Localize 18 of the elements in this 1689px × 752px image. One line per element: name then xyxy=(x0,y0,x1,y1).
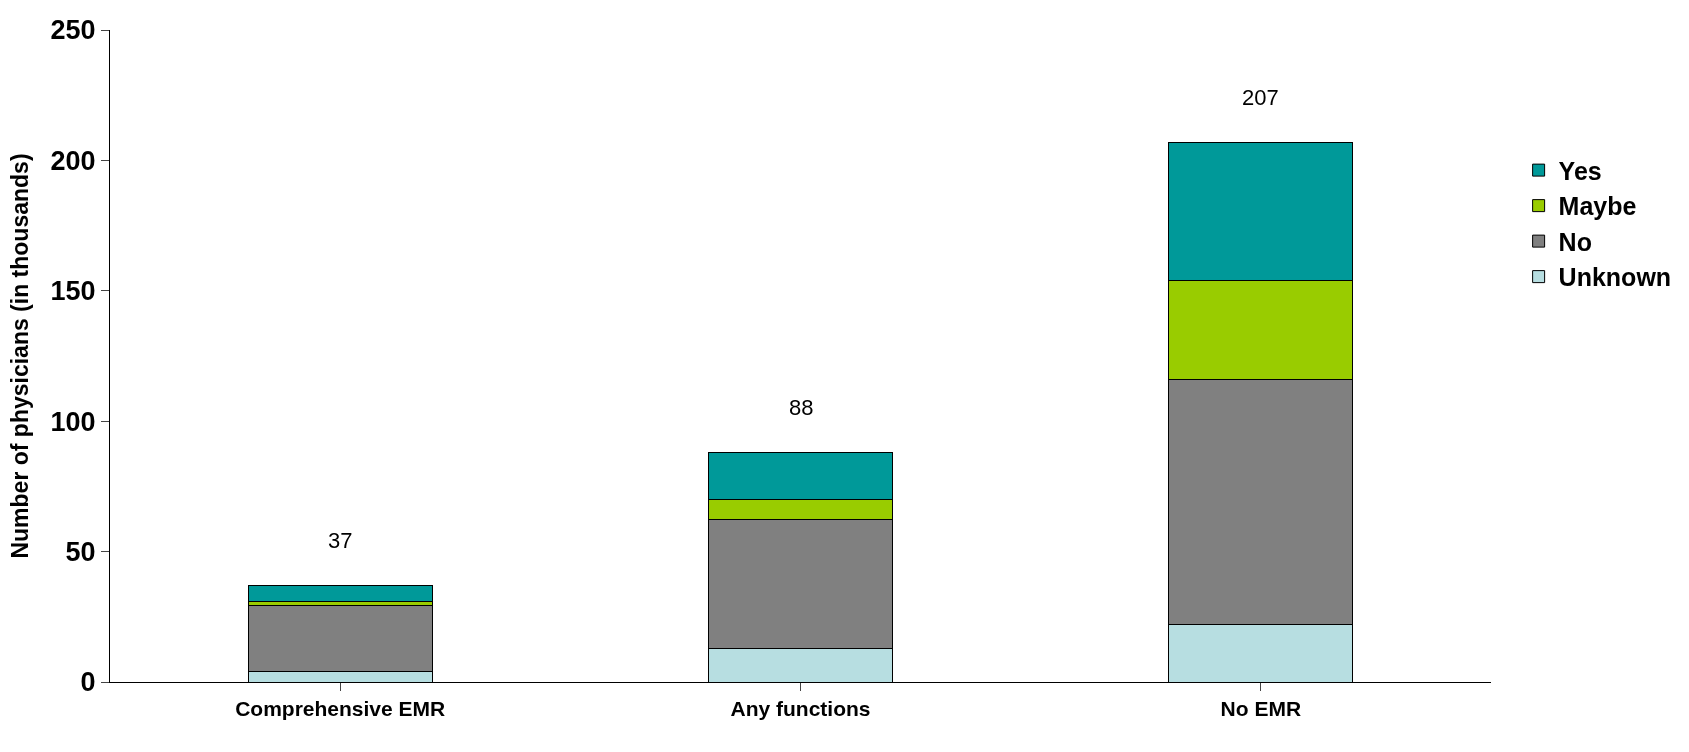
total-label: 207 xyxy=(1242,85,1279,110)
y-tick-label: 50 xyxy=(65,537,96,568)
x-tick-label: Any functions xyxy=(730,697,871,721)
legend-label: Yes xyxy=(1558,156,1602,185)
legend-label: Unknown xyxy=(1558,263,1672,292)
x-tick-label: No EMR xyxy=(1220,697,1302,721)
bar xyxy=(247,585,433,602)
x-tick-label: Comprehensive EMR xyxy=(235,697,446,721)
total-label: 88 xyxy=(789,395,814,420)
y-tick-label: 250 xyxy=(50,15,96,46)
y-tick-label: 150 xyxy=(50,276,96,307)
legend-label: Maybe xyxy=(1558,192,1637,221)
y-tick-label: 200 xyxy=(50,145,96,176)
legend-label: No xyxy=(1558,227,1592,256)
y-axis-title: Number of physicians (in thousands) xyxy=(6,153,33,559)
y-tick-label: 100 xyxy=(50,406,96,437)
total-label: 37 xyxy=(328,528,353,553)
y-tick-label: 0 xyxy=(80,667,96,698)
